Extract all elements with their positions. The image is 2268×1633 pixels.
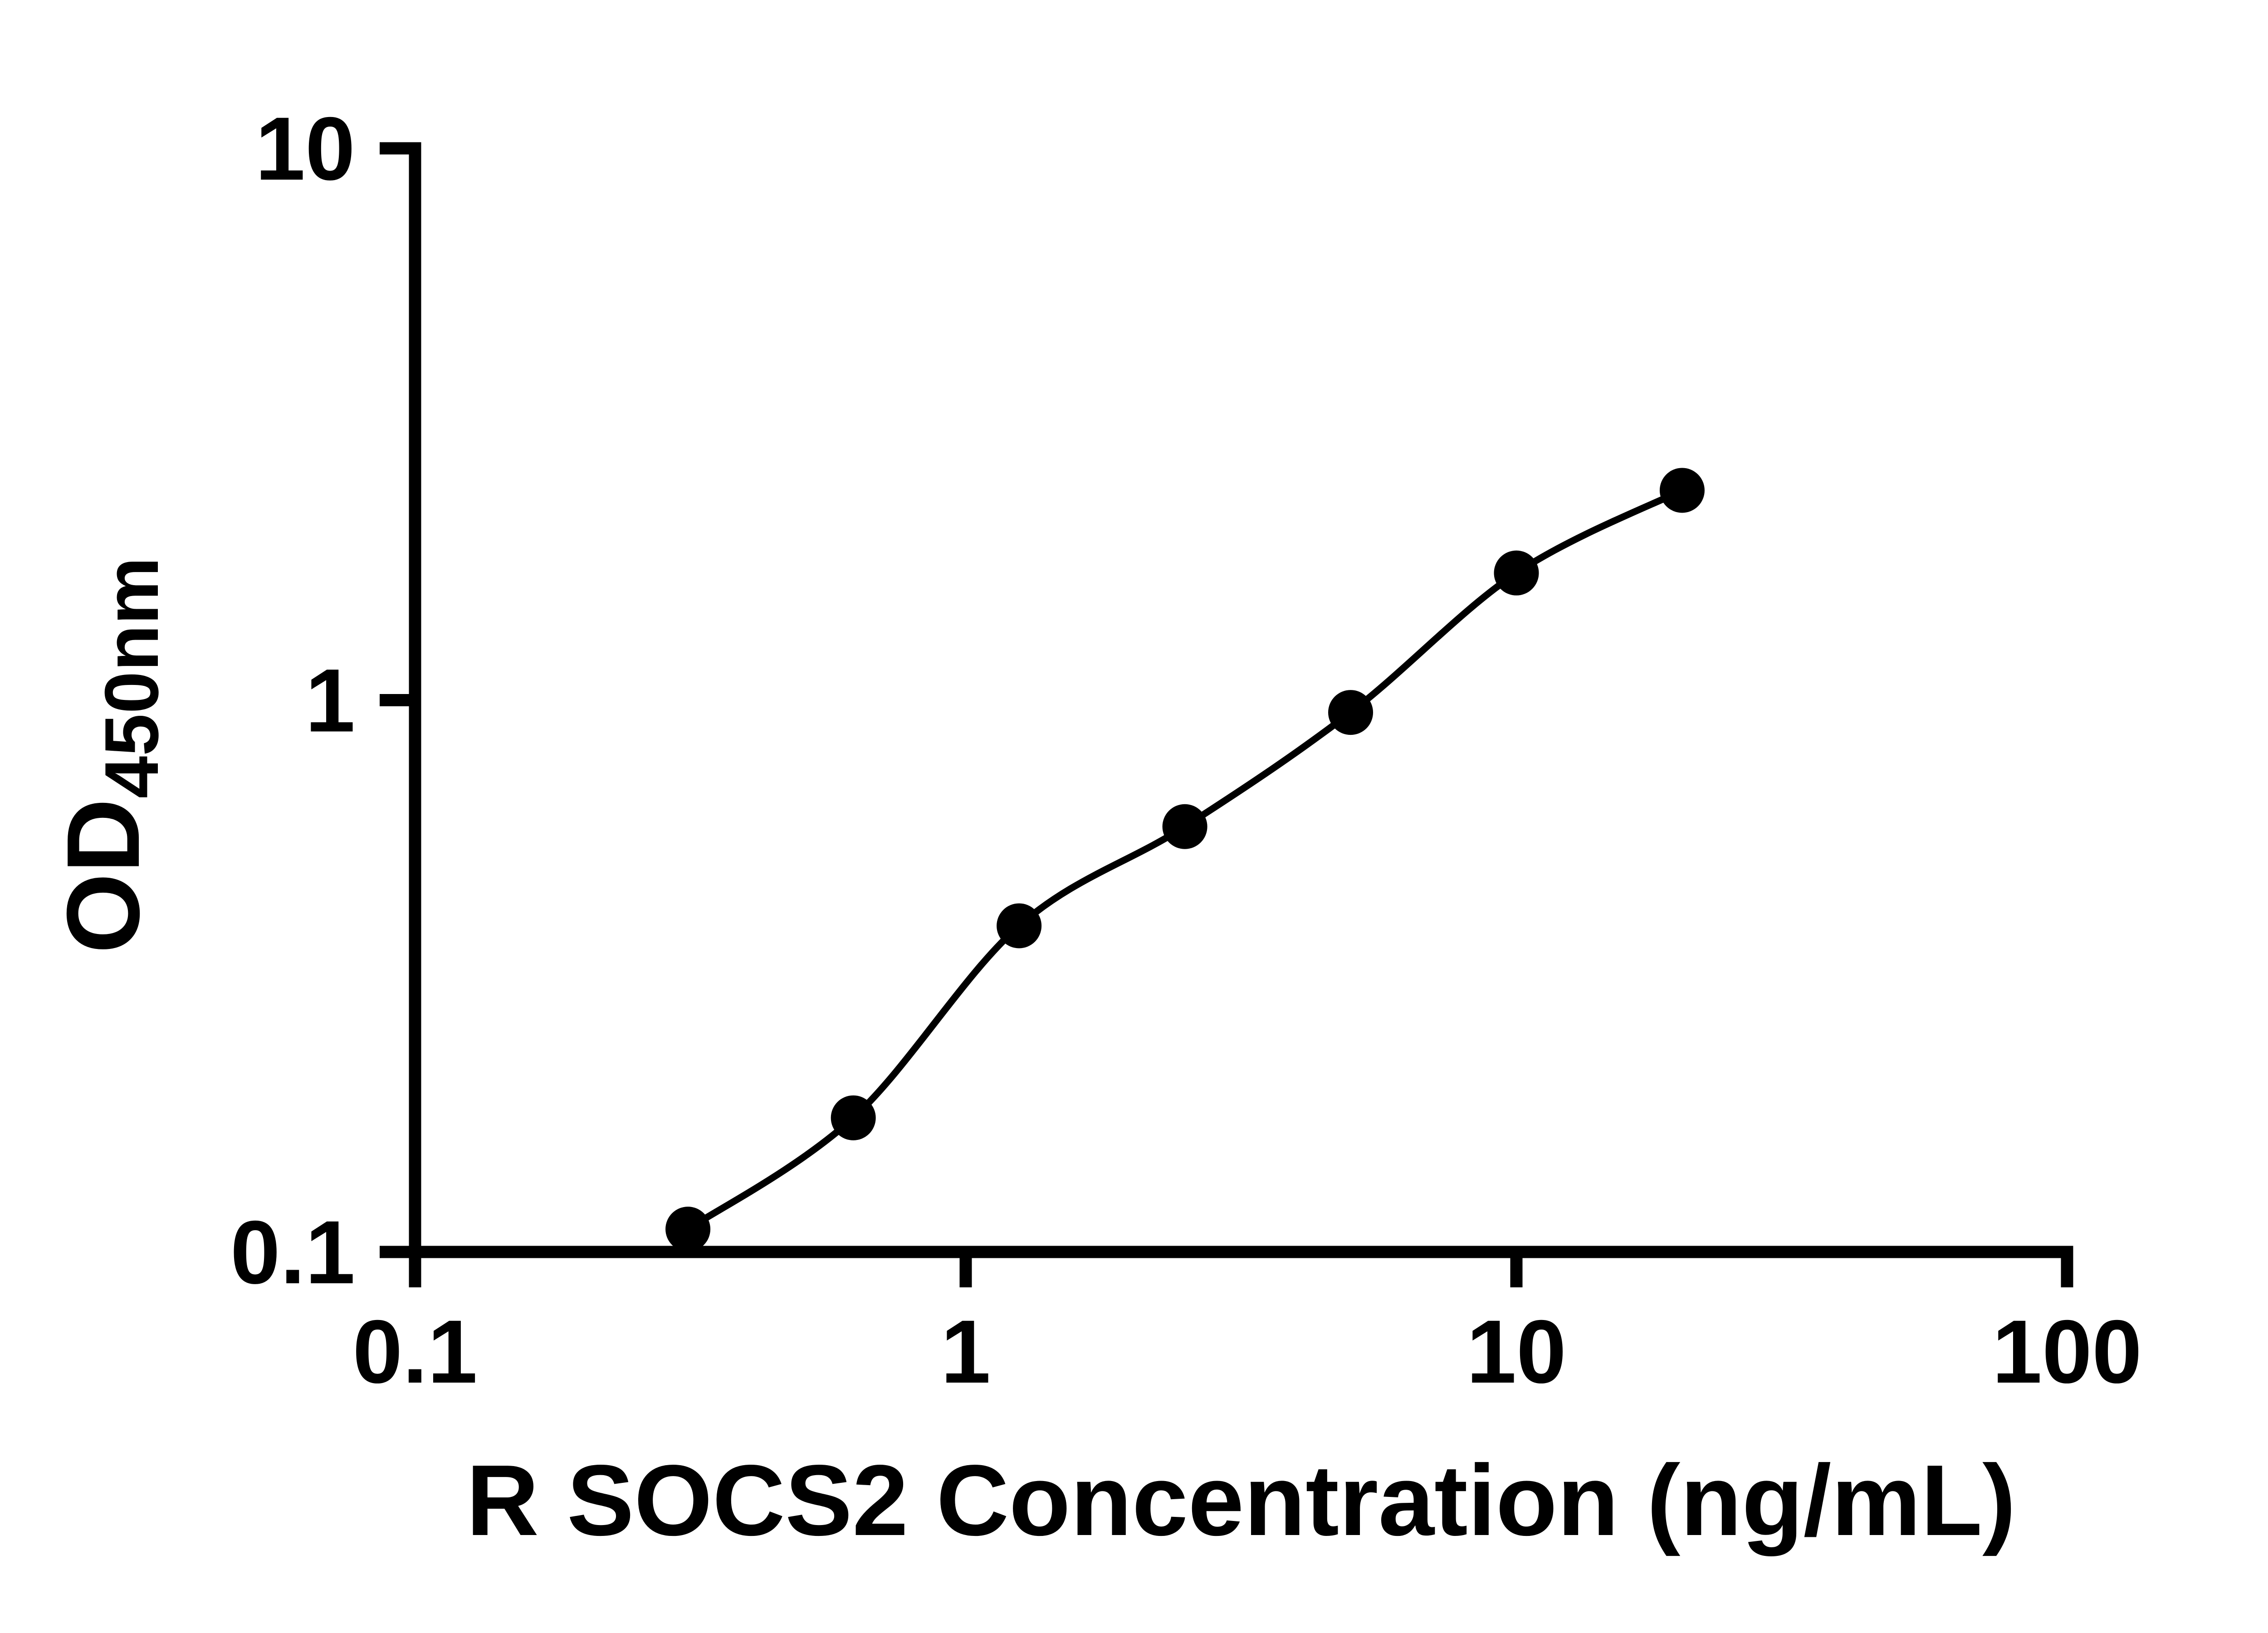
y-tick-label: 1 bbox=[305, 650, 355, 751]
data-point-marker bbox=[1162, 804, 1207, 849]
data-point-marker bbox=[831, 1095, 876, 1140]
y-tick-label: 10 bbox=[255, 98, 355, 199]
data-point-marker bbox=[1494, 550, 1539, 596]
data-point-marker bbox=[665, 1207, 711, 1252]
x-tick-label: 1 bbox=[941, 1301, 991, 1402]
y-axis-title-main: OD bbox=[46, 798, 161, 953]
data-point-marker bbox=[1659, 468, 1705, 513]
x-tick-label: 0.1 bbox=[352, 1301, 477, 1402]
data-point-marker bbox=[997, 903, 1042, 949]
data-point-marker bbox=[1328, 690, 1374, 735]
y-axis-title-sub: 450nm bbox=[89, 557, 174, 798]
x-tick-label: 100 bbox=[1992, 1301, 2142, 1402]
y-axis-title: OD450nm bbox=[46, 557, 174, 953]
x-tick-label: 10 bbox=[1466, 1301, 1566, 1402]
plot-area: 0.1 1 10 100 0.1 1 10 bbox=[230, 98, 2142, 1402]
x-axis-title: R SOCS2 Concentration (ng/mL) bbox=[466, 1444, 2016, 1557]
y-tick-label: 0.1 bbox=[230, 1202, 355, 1302]
